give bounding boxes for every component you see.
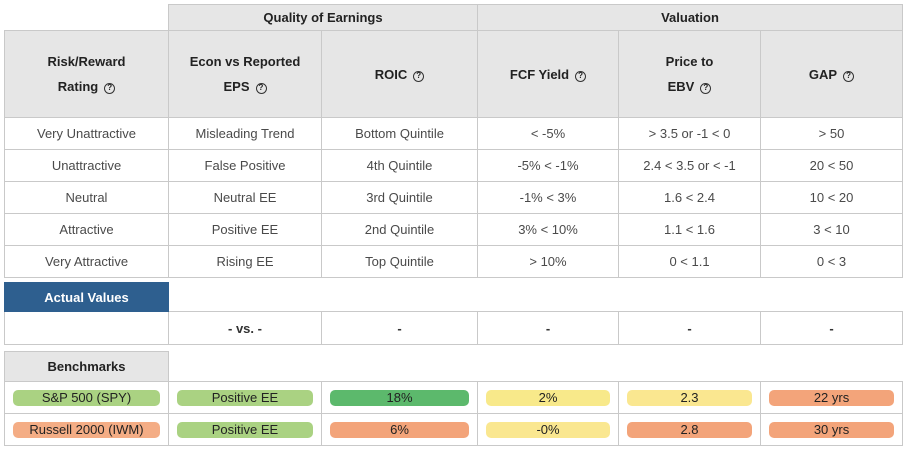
- table-cell: 20 < 50: [760, 149, 903, 182]
- benchmark-value-badge: 30 yrs: [769, 421, 895, 438]
- benchmark-name-badge: S&P 500 (SPY): [13, 389, 160, 406]
- help-icon[interactable]: ?: [843, 70, 855, 82]
- actual-values-header-spacer: [167, 282, 903, 312]
- help-icon[interactable]: ?: [700, 83, 712, 94]
- benchmark-value-badge: 18%: [330, 389, 469, 406]
- help-icon[interactable]: ?: [104, 83, 116, 94]
- table-cell: Neutral EE: [168, 181, 322, 214]
- table-cell: 3 < 10: [760, 213, 903, 246]
- table-row: - vs. - - - - -: [4, 311, 904, 345]
- table-cell: Positive EE: [168, 213, 322, 246]
- benchmark-value-badge: -0%: [486, 421, 610, 438]
- table-cell: Misleading Trend: [168, 117, 322, 150]
- table-cell: 1.1 < 1.6: [618, 213, 761, 246]
- column-header-price-line1: Price to: [665, 54, 714, 69]
- actual-values-header: Actual Values: [4, 282, 169, 312]
- blank-corner: [4, 4, 169, 31]
- column-header-roic-label: ROIC: [374, 66, 408, 82]
- table-row: Very Attractive Rising EE Top Quintile >…: [4, 245, 903, 278]
- benchmark-value-badge: 6%: [330, 421, 469, 438]
- table-row: Unattractive False Positive 4th Quintile…: [4, 149, 903, 182]
- table-cell: 2nd Quintile: [321, 213, 478, 246]
- column-header-econ-eps: Econ vs Reported EPS?: [168, 30, 322, 118]
- column-header-rating-line1: Risk/Reward: [47, 54, 126, 69]
- table-cell: -1% < 3%: [477, 181, 619, 214]
- table-row: Attractive Positive EE 2nd Quintile 3% <…: [4, 213, 903, 246]
- benchmark-value-badge: Positive EE: [177, 421, 313, 438]
- group-header-valuation: Valuation: [477, 4, 903, 31]
- table-row: S&P 500 (SPY) Positive EE 18% 2% 2.3 22 …: [4, 381, 904, 414]
- column-header-rating: Risk/Reward Rating?: [4, 30, 169, 118]
- benchmark-name-badge: Russell 2000 (IWM): [13, 421, 160, 438]
- table-cell: Top Quintile: [321, 245, 478, 278]
- actual-values-table: Actual Values - vs. - - - - -: [4, 282, 904, 345]
- column-header-fcf-yield: FCF Yield?: [477, 30, 619, 118]
- table-cell: Very Unattractive: [4, 117, 169, 150]
- help-icon[interactable]: ?: [255, 83, 267, 94]
- benchmark-value-badge: 22 yrs: [769, 389, 895, 406]
- help-icon[interactable]: ?: [413, 70, 425, 82]
- table-cell: > 50: [760, 117, 903, 150]
- table-cell: 3rd Quintile: [321, 181, 478, 214]
- column-header-price-ebv: Price to EBV?: [618, 30, 761, 118]
- table-cell: Rising EE: [168, 245, 322, 278]
- column-header-rating-line2: Rating: [57, 79, 99, 94]
- benchmarks-table: Benchmarks S&P 500 (SPY) Positive EE 18%…: [4, 351, 904, 446]
- column-header-price-line2: EBV: [667, 79, 695, 94]
- actual-value-cell: -: [618, 311, 761, 345]
- table-cell: Unattractive: [4, 149, 169, 182]
- benchmarks-header-spacer: [167, 351, 903, 382]
- benchmark-value-badge: 2.3: [627, 389, 752, 406]
- table-cell: 10 < 20: [760, 181, 903, 214]
- table-cell: Bottom Quintile: [321, 117, 478, 150]
- column-header-fcf-label: FCF Yield: [509, 66, 570, 82]
- rating-table: Quality of Earnings Valuation Risk/Rewar…: [4, 4, 903, 278]
- benchmark-value-badge: Positive EE: [177, 389, 313, 406]
- column-header-econ-line2: EPS: [223, 79, 250, 94]
- column-header-roic: ROIC?: [321, 30, 478, 118]
- table-cell: False Positive: [168, 149, 322, 182]
- table-row: Neutral Neutral EE 3rd Quintile -1% < 3%…: [4, 181, 903, 214]
- table-cell: Very Attractive: [4, 245, 169, 278]
- benchmarks-header: Benchmarks: [4, 351, 169, 382]
- table-cell: 2.4 < 3.5 or < -1: [618, 149, 761, 182]
- table-cell: > 3.5 or -1 < 0: [618, 117, 761, 150]
- table-cell: -5% < -1%: [477, 149, 619, 182]
- table-cell: 3% < 10%: [477, 213, 619, 246]
- table-row: Russell 2000 (IWM) Positive EE 6% -0% 2.…: [4, 413, 904, 446]
- column-header-gap-label: GAP: [808, 66, 838, 82]
- table-row: Very Unattractive Misleading Trend Botto…: [4, 117, 903, 150]
- actual-value-cell: - vs. -: [168, 311, 322, 345]
- help-icon[interactable]: ?: [575, 70, 587, 82]
- actual-value-cell: [4, 311, 169, 345]
- actual-value-cell: -: [759, 311, 904, 345]
- table-cell: > 10%: [477, 245, 619, 278]
- column-header-gap: GAP?: [760, 30, 903, 118]
- table-cell: < -5%: [477, 117, 619, 150]
- column-header-econ-line1: Econ vs Reported: [189, 54, 301, 69]
- table-cell: 0 < 1.1: [618, 245, 761, 278]
- benchmark-value-badge: 2%: [486, 389, 610, 406]
- actual-value-cell: -: [321, 311, 478, 345]
- table-cell: 1.6 < 2.4: [618, 181, 761, 214]
- table-cell: 4th Quintile: [321, 149, 478, 182]
- benchmark-value-badge: 2.8: [627, 421, 752, 438]
- table-cell: 0 < 3: [760, 245, 903, 278]
- table-cell: Neutral: [4, 181, 169, 214]
- actual-value-cell: -: [477, 311, 619, 345]
- group-header-quality: Quality of Earnings: [168, 4, 478, 31]
- table-cell: Attractive: [4, 213, 169, 246]
